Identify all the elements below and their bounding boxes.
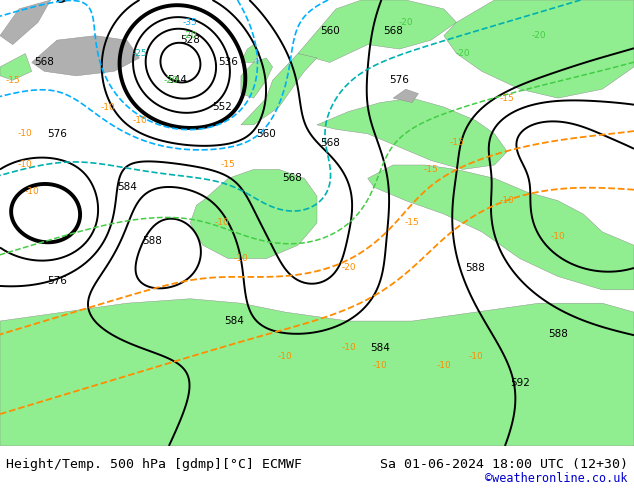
Text: 584: 584 <box>370 343 391 353</box>
Polygon shape <box>241 45 260 62</box>
Text: -15: -15 <box>424 165 439 174</box>
Text: 568: 568 <box>383 26 403 36</box>
Text: -10: -10 <box>278 352 293 361</box>
Text: -15: -15 <box>500 94 515 102</box>
Text: 592: 592 <box>510 378 530 389</box>
Text: -10: -10 <box>24 187 39 196</box>
Polygon shape <box>32 36 139 76</box>
Text: -10: -10 <box>341 343 356 352</box>
Text: -10: -10 <box>132 116 147 125</box>
Text: -10: -10 <box>550 232 566 241</box>
Text: -15: -15 <box>449 138 464 147</box>
Text: 584: 584 <box>117 182 137 192</box>
Text: 584: 584 <box>224 316 245 326</box>
Text: 544: 544 <box>167 75 188 85</box>
Polygon shape <box>241 58 273 98</box>
Text: -10: -10 <box>18 161 33 170</box>
Text: 588: 588 <box>465 263 486 272</box>
Text: 552: 552 <box>212 102 232 112</box>
Text: 560: 560 <box>256 129 276 139</box>
Text: 568: 568 <box>320 138 340 147</box>
Text: Height/Temp. 500 hPa [gdmp][°C] ECMWF: Height/Temp. 500 hPa [gdmp][°C] ECMWF <box>6 458 302 471</box>
Text: -20: -20 <box>183 31 198 40</box>
Text: -20: -20 <box>164 76 179 85</box>
Text: -10: -10 <box>100 102 115 112</box>
Text: 568: 568 <box>34 57 55 68</box>
Text: -10: -10 <box>233 254 249 263</box>
Text: -25: -25 <box>132 49 147 58</box>
Polygon shape <box>368 165 634 290</box>
Text: 536: 536 <box>218 57 238 68</box>
Text: 560: 560 <box>320 26 340 36</box>
Polygon shape <box>393 89 418 102</box>
Text: -20: -20 <box>531 31 547 40</box>
Text: 568: 568 <box>281 173 302 183</box>
Polygon shape <box>0 0 51 45</box>
Text: -10: -10 <box>214 219 230 227</box>
Polygon shape <box>190 170 317 259</box>
Text: -15: -15 <box>221 161 236 170</box>
Text: -15: -15 <box>5 76 20 85</box>
Polygon shape <box>444 0 634 98</box>
Text: -10: -10 <box>468 352 483 361</box>
Text: -20: -20 <box>455 49 470 58</box>
Text: -10: -10 <box>373 361 388 370</box>
Text: -10: -10 <box>436 361 451 370</box>
Text: ©weatheronline.co.uk: ©weatheronline.co.uk <box>485 472 628 485</box>
Text: -35: -35 <box>183 18 198 27</box>
Text: -10: -10 <box>500 196 515 205</box>
Text: Sa 01-06-2024 18:00 UTC (12+30): Sa 01-06-2024 18:00 UTC (12+30) <box>380 458 628 471</box>
Text: 588: 588 <box>548 329 568 340</box>
Text: -15: -15 <box>404 219 420 227</box>
Polygon shape <box>0 53 32 80</box>
Text: 576: 576 <box>389 75 410 85</box>
Text: -20: -20 <box>341 263 356 272</box>
Text: 528: 528 <box>180 35 200 45</box>
Text: 588: 588 <box>142 236 162 246</box>
Text: 576: 576 <box>47 276 67 286</box>
Text: -10: -10 <box>18 129 33 138</box>
Text: 576: 576 <box>47 129 67 139</box>
Polygon shape <box>0 299 634 446</box>
Text: -20: -20 <box>398 18 413 27</box>
Polygon shape <box>298 0 456 62</box>
Polygon shape <box>241 53 317 125</box>
Polygon shape <box>317 98 507 170</box>
